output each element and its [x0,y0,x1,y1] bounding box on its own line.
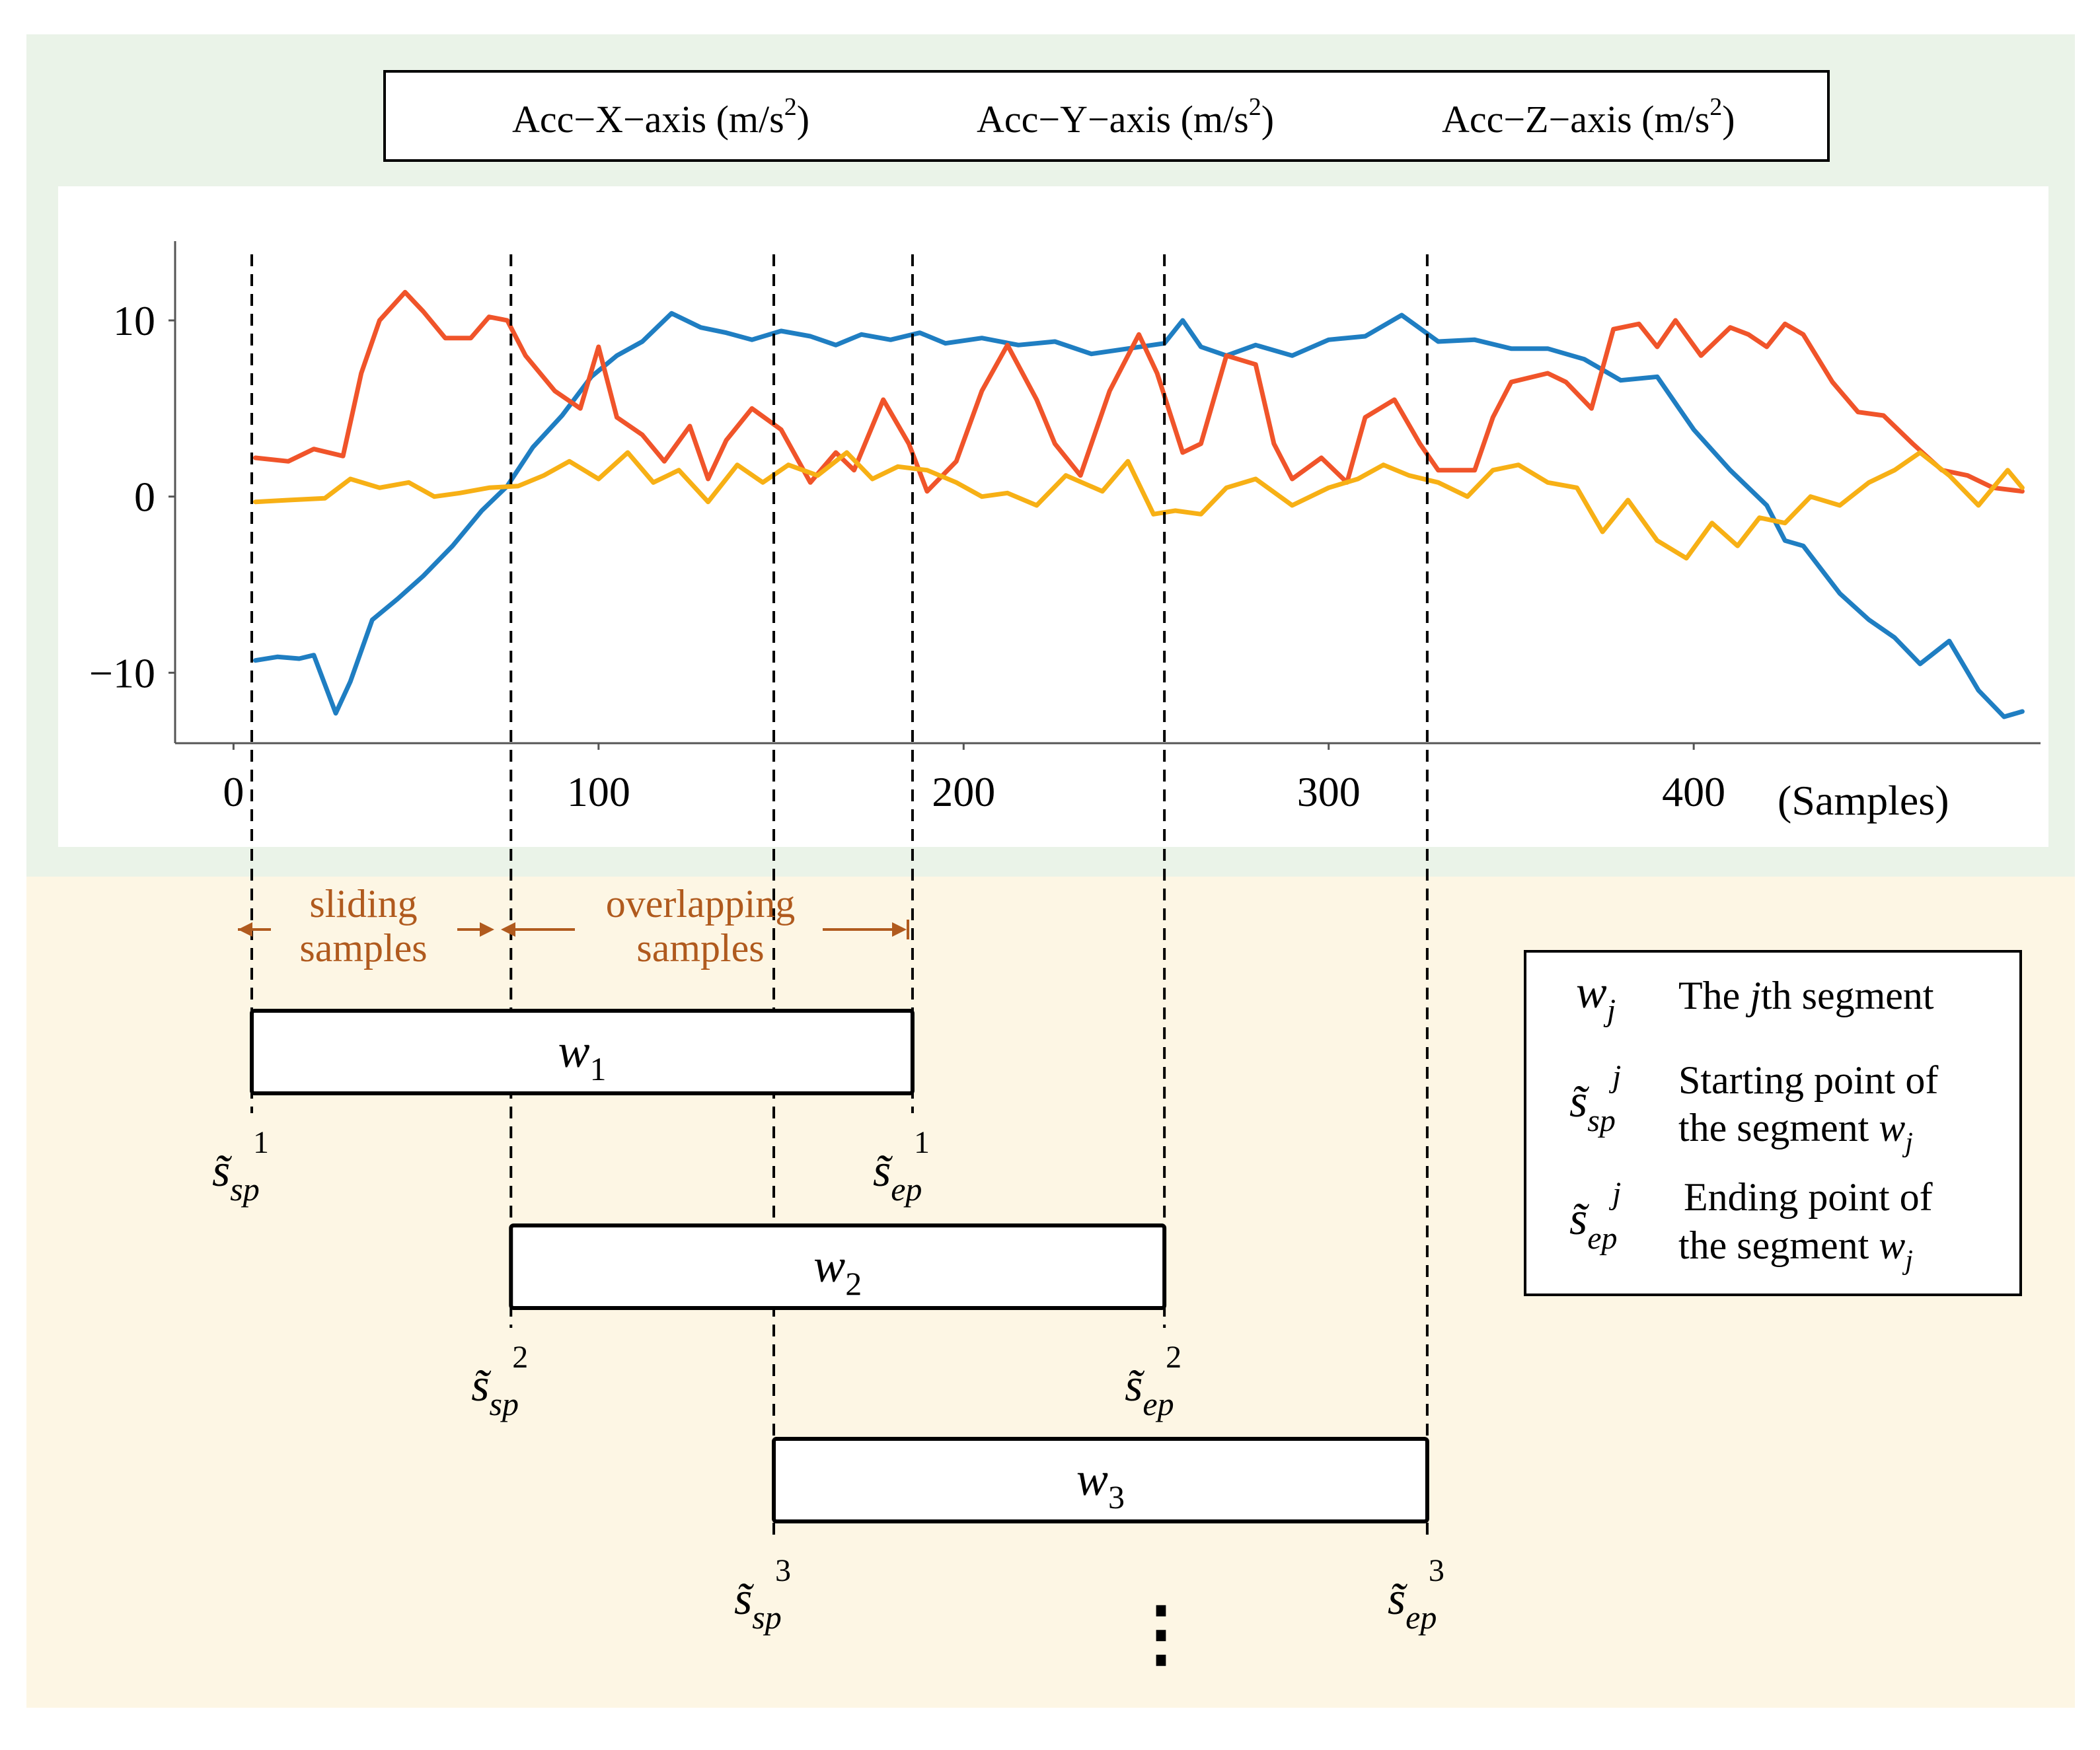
legend-item-x: Acc−X−axis (m/s2) [512,93,809,141]
key-desc-start-line1: Starting point of [1678,1058,1938,1102]
sliding-label-line1: sliding [309,882,417,926]
overlapping-label-line1: overlapping [606,882,796,926]
y-tick-label: 10 [113,297,155,344]
segment-start-sup-3: 3 [775,1553,791,1588]
chart-axes [174,241,2041,745]
overlapping-arrowhead-left [501,922,515,937]
key-desc-end-line2: the segment wj [1678,1223,1913,1276]
legend-item-z: Acc−Z−axis (m/s2) [1442,93,1735,141]
annotation-overlapping: overlapping samples [501,882,909,970]
segment-start-label-3: s̃sp [734,1574,782,1636]
legend-box [383,70,1830,162]
segment-end-label-3: s̃ep [1388,1574,1437,1636]
continuation-dots: ⋮ [1125,1593,1197,1674]
sliding-label-line2: samples [299,926,427,970]
x-tick-label: 100 [567,768,630,815]
x-tick-label: 400 [1662,768,1725,815]
x-axis-label: (Samples) [1778,777,1949,824]
y-tick-label: 0 [134,474,155,521]
x-ticks: 0 100 200 300 400 [223,743,1725,815]
sliding-arrowhead-left [238,922,252,937]
notation-key: wj The jth segment s̃sp j Starting point… [1524,950,2022,1296]
overlapping-label-line2: samples [636,926,764,970]
segment-end-sup-3: 3 [1429,1553,1444,1588]
segment-start-sup-2: 2 [512,1340,528,1375]
key-symbol-end: s̃ep [1569,1194,1618,1256]
segment-end-label-2: s̃ep [1125,1360,1174,1422]
x-tick-label: 300 [1297,768,1361,815]
segment-start-label-1: s̃sp [212,1146,260,1208]
legend: Acc−X−axis (m/s2) Acc−Y−axis (m/s2) Acc−… [383,70,1830,162]
y-ticks: 10 0 −10 [89,297,175,696]
key-desc-end-line1: Ending point of [1684,1175,1933,1219]
segment-label-w1: w1 [558,1025,606,1087]
segment-box-w1 [250,1009,915,1095]
segment-end-sup-2: 2 [1166,1340,1181,1375]
segment-start-label-2: s̃sp [471,1360,519,1422]
segment-box-w2 [509,1223,1167,1310]
legend-item-y: Acc−Y−axis (m/s2) [977,93,1274,141]
chart-panel [58,186,2048,847]
overlapping-arrowhead-right [892,922,907,937]
x-tick-label: 0 [223,768,244,815]
annotation-sliding: sliding samples [238,882,494,970]
key-desc-start-line2: the segment wj [1678,1106,1913,1158]
key-symbol-start: s̃sp [1569,1076,1616,1138]
y-tick-label: −10 [89,649,155,696]
segment-start-sup-1: 1 [253,1125,269,1160]
segment-boundary-lines [250,254,1429,1539]
segment-end-label-1: s̃ep [873,1146,922,1208]
key-desc-w: The jth segment [1678,974,1934,1017]
segment-box-w3 [772,1437,1429,1523]
x-tick-label: 200 [932,768,995,815]
segment-label-w2: w2 [813,1239,862,1302]
series-line-x [253,310,2025,719]
notation-key-box [1524,950,2022,1296]
series-line-y [253,289,2025,494]
series-lines [253,289,2025,719]
segment-label-w3: w3 [1076,1453,1125,1515]
segment-end-sup-1: 1 [914,1125,930,1160]
series-line-z [253,450,2025,561]
sliding-arrowhead-right [480,922,494,937]
